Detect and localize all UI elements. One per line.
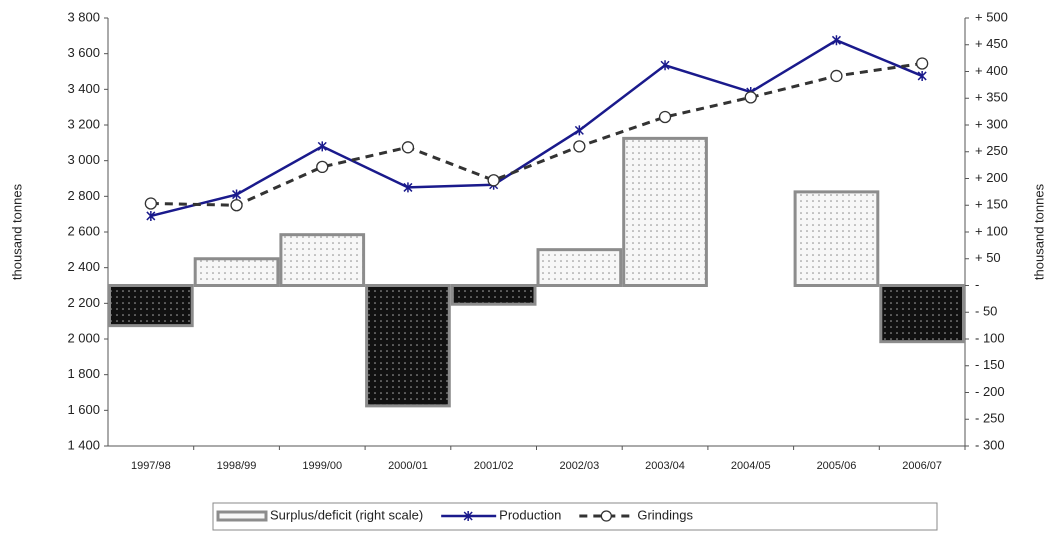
y2-tick-label: + 300 (975, 116, 1008, 131)
marker (660, 60, 670, 71)
legend-item: Surplus/deficit (right scale) (216, 507, 423, 522)
y2-tick-label: + 200 (975, 170, 1008, 185)
y-tick-label: 3 200 (67, 116, 100, 131)
y-tick-label: 2 600 (67, 223, 100, 238)
y-tick-label: 2 800 (67, 188, 100, 203)
marker (917, 70, 927, 81)
marker (401, 141, 415, 154)
x-tick-label: 2001/02 (474, 460, 514, 472)
marker (487, 174, 500, 187)
x-tick-label: 2000/01 (388, 460, 428, 472)
x-tick-label: 2002/03 (559, 460, 599, 472)
y-axis-title: thousand tonnes (9, 183, 24, 280)
y2-tick-label: - 200 (975, 384, 1005, 399)
y2-tick-label: - 250 (975, 411, 1005, 426)
legend-swatch (216, 510, 268, 522)
marker (146, 210, 156, 221)
y2-tick-label: + 250 (975, 143, 1008, 158)
y2-tick-label: - 300 (975, 437, 1005, 452)
y-tick-label: 3 400 (67, 81, 100, 96)
y-tick-label: 3 800 (67, 9, 100, 24)
bar (365, 284, 451, 408)
y-tick-label: 1 400 (67, 437, 100, 452)
y2-tick-label: + 50 (975, 250, 1001, 265)
bar (193, 257, 280, 287)
y2-tick-label: - 150 (975, 357, 1005, 372)
marker (230, 199, 243, 212)
marker (744, 91, 757, 104)
y2-tick-label: + 400 (975, 63, 1008, 78)
marker (574, 125, 584, 136)
x-tick-label: 2006/07 (902, 460, 942, 472)
legend-item: Production (441, 507, 561, 522)
legend-label: Surplus/deficit (right scale) (270, 507, 423, 522)
x-tick-label: 2004/05 (731, 460, 771, 472)
y2-tick-label: + 500 (975, 9, 1008, 24)
legend-box (212, 502, 938, 531)
marker (573, 140, 586, 153)
y2-tick-label: - 100 (975, 330, 1005, 345)
y-tick-label: 3 600 (67, 45, 100, 60)
bar (879, 284, 965, 344)
x-tick-label: 2005/06 (817, 460, 857, 472)
y2-tick-label: + 100 (975, 223, 1008, 238)
y-tick-label: 2 400 (67, 259, 100, 274)
legend-marker (463, 511, 473, 521)
line (150, 38, 923, 218)
y-tick-label: 2 000 (67, 330, 100, 345)
marker (916, 57, 929, 70)
y-tick-label: 3 000 (67, 152, 100, 167)
x-tick-label: 2003/04 (645, 460, 685, 472)
x-tick-label: 1999/00 (302, 460, 342, 472)
marker (830, 69, 843, 83)
y-tick-label: 2 200 (67, 295, 100, 310)
bar (450, 284, 537, 306)
marker (316, 160, 329, 174)
x-tick-label: 1997/98 (131, 460, 171, 472)
y2-axis-title: thousand tonnes (1031, 183, 1046, 280)
y2-tick-label: + 350 (975, 90, 1008, 105)
marker (232, 189, 242, 200)
y2-tick-label: + 450 (975, 36, 1008, 51)
bar (622, 136, 708, 287)
legend-label: Production (499, 507, 561, 522)
bar (279, 233, 366, 288)
legend-marker (600, 510, 612, 522)
marker (831, 35, 841, 46)
y2-tick-label: - (975, 277, 979, 292)
y-tick-label: 1 800 (67, 366, 100, 381)
bar (108, 284, 194, 328)
legend-label: Grindings (637, 507, 693, 522)
bar (793, 190, 880, 287)
marker (403, 182, 413, 193)
y-tick-label: 1 600 (67, 402, 100, 417)
marker (317, 141, 327, 152)
x-tick-label: 1998/99 (217, 460, 257, 472)
legend-item: Grindings (579, 507, 693, 522)
y2-tick-label: + 150 (975, 197, 1008, 212)
bar (536, 248, 623, 287)
y2-tick-label: - 50 (975, 304, 997, 319)
line (150, 61, 923, 207)
marker (144, 197, 158, 210)
marker (658, 110, 672, 124)
